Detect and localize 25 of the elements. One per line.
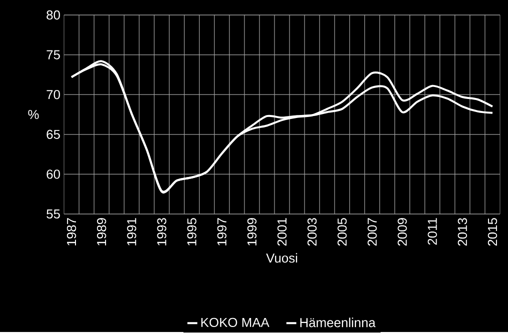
x-tick-label: 2013 — [458, 218, 467, 246]
x-tick-label: 2007 — [368, 218, 377, 246]
x-tick-label: 1995 — [187, 218, 196, 246]
x-tick-label: 2001 — [277, 218, 287, 246]
x-tick-label: 1997 — [217, 218, 226, 246]
x-tick-label: 1999 — [247, 218, 257, 246]
x-tick-label: 2011 — [428, 218, 437, 245]
x-tick-label: 2005 — [338, 218, 347, 246]
y-tick-label: 65 — [46, 130, 60, 140]
x-tick-label: 1987 — [66, 218, 76, 246]
x-tick-label: 2015 — [488, 218, 498, 246]
legend-label: Hämeenlinna — [300, 318, 376, 328]
x-tick-label: 1989 — [97, 218, 106, 246]
y-tick-label: 75 — [46, 50, 60, 60]
x-axis-title: Vuosi — [266, 253, 298, 263]
y-tick-label: 55 — [46, 210, 60, 219]
y-tick-label: 70 — [46, 90, 60, 100]
y-tick-label: 60 — [46, 170, 60, 179]
x-tick-label: 1991 — [127, 218, 136, 246]
legend-label: KOKO MAA — [201, 318, 270, 328]
x-tick-label: 1993 — [157, 218, 166, 246]
y-tick-label: 80 — [46, 10, 60, 20]
x-tick-label: 2009 — [398, 218, 407, 246]
x-tick-label: 2003 — [307, 218, 317, 246]
y-axis-title: % — [28, 110, 39, 120]
